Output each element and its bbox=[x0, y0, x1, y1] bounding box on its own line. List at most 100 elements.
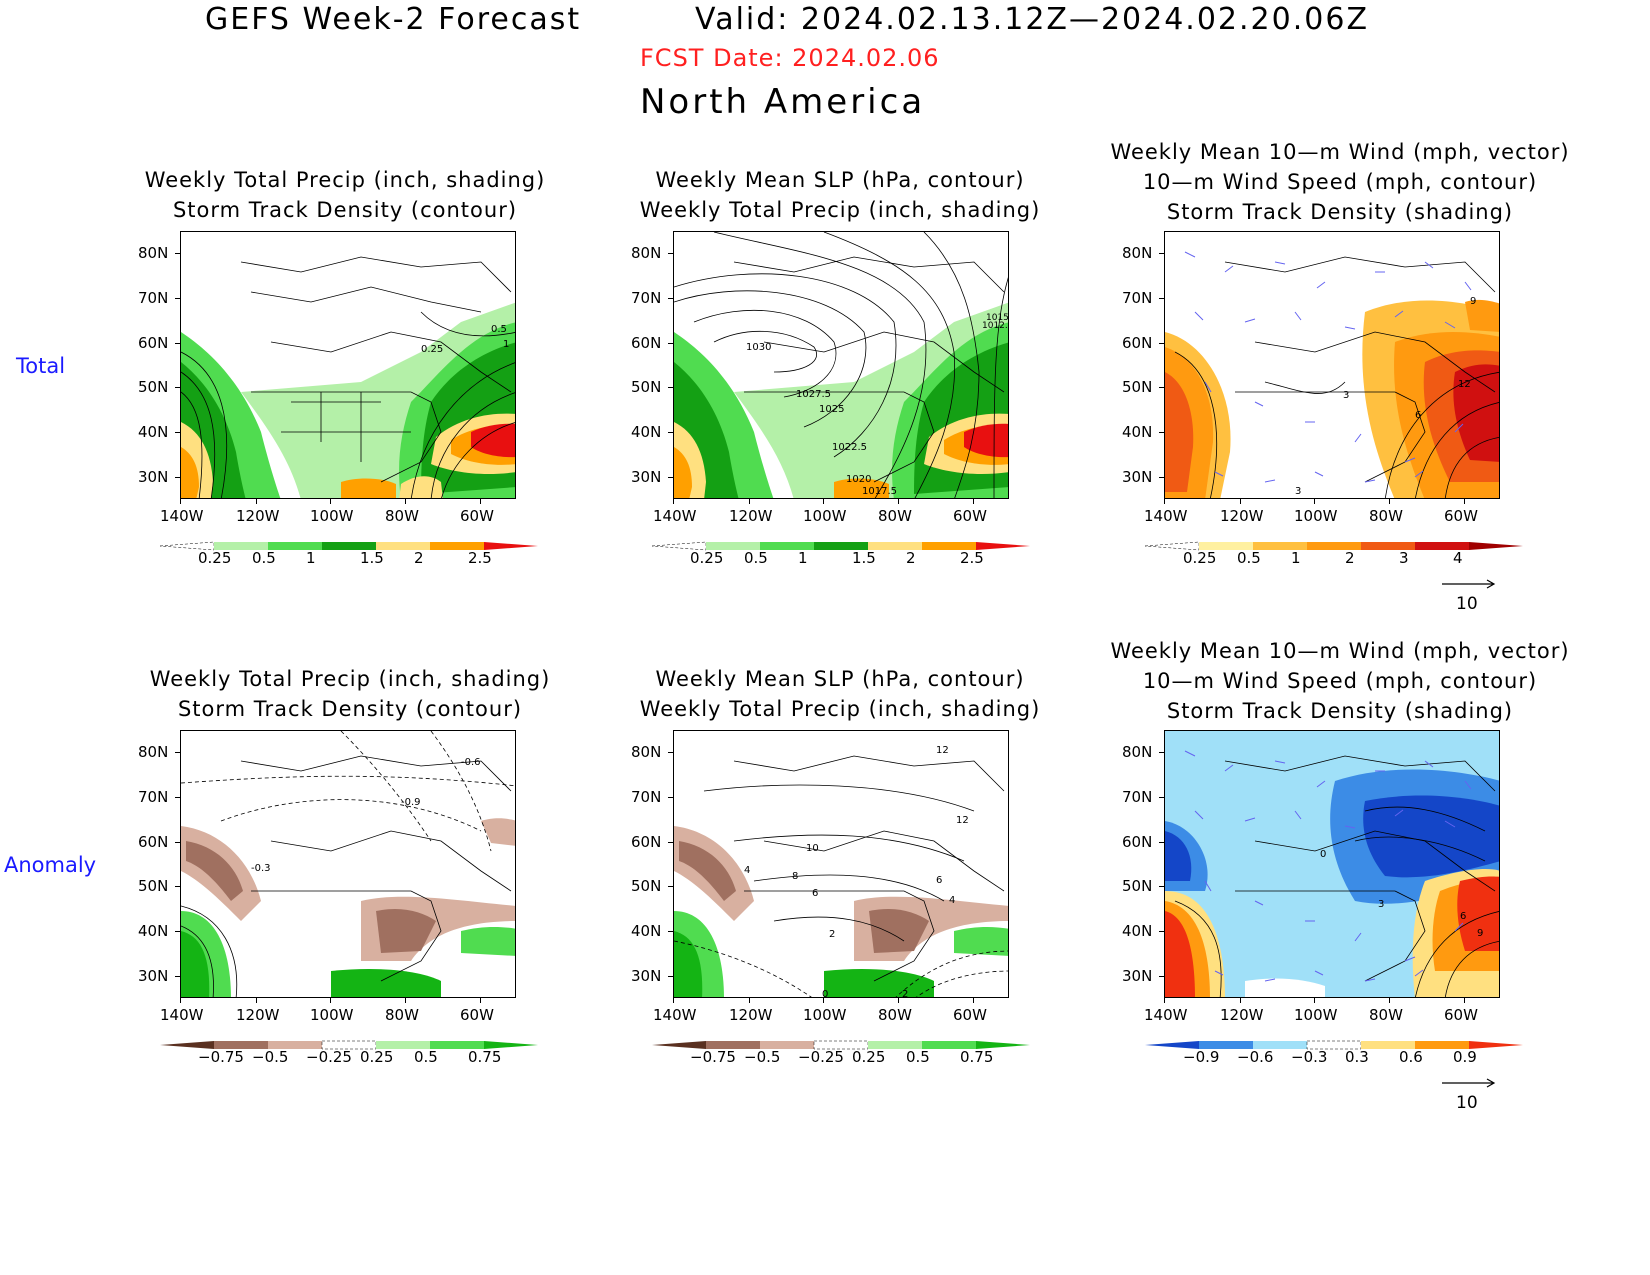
map-panel-1: 0.5 1 0.25 bbox=[180, 231, 516, 499]
colorbar-tick-label: 0.25 bbox=[690, 549, 724, 567]
colorbar-tick-label: 0.9 bbox=[1453, 1048, 1477, 1066]
p1-contour-label-2: 0.25 bbox=[421, 344, 443, 355]
vector-reference-2: 10 bbox=[1442, 1073, 1496, 1113]
lon-label: 140W bbox=[1144, 1006, 1188, 1024]
lon-label: 60W bbox=[1444, 507, 1478, 525]
map-panel-6: 0 3 6 9 bbox=[1164, 730, 1500, 998]
colorbar-segment bbox=[760, 542, 814, 550]
colorbar-storm-anom bbox=[1145, 1040, 1523, 1050]
p5-contour-label-3: 8 bbox=[792, 871, 798, 882]
colorbar-segment bbox=[1415, 1041, 1469, 1049]
colorbar-tick-label: 3 bbox=[1399, 549, 1409, 567]
lon-label: 100W bbox=[1294, 1006, 1338, 1024]
lat-tick bbox=[668, 387, 673, 388]
colorbar-tick-label: 0.5 bbox=[252, 549, 276, 567]
colorbar-ticks-3: 0.25 0.5 1 2 3 4 bbox=[1145, 549, 1525, 569]
map-panel-5: 12 12 10 8 6 4 2 6 4 0 2 bbox=[673, 730, 1009, 998]
panel-1-title-line-1: Weekly Total Precip (inch, shading) bbox=[144, 168, 546, 192]
colorbar-segment bbox=[706, 1041, 760, 1049]
colorbar-segment bbox=[268, 1041, 322, 1049]
row-label-anomaly: Anomaly bbox=[4, 853, 97, 877]
lon-tick bbox=[1240, 499, 1241, 504]
lon-label: 140W bbox=[653, 507, 697, 525]
map-panel-2: 1030 1027.5 1025 1022.5 1020 1017.5 1015… bbox=[673, 231, 1009, 499]
lon-tick bbox=[256, 499, 257, 504]
map-panel-6-graphic: 0 3 6 9 bbox=[1165, 731, 1499, 997]
colorbar-tick-label: 0.75 bbox=[468, 1048, 502, 1066]
map-panel-5-graphic: 12 12 10 8 6 4 2 6 4 0 2 bbox=[674, 745, 1008, 998]
p4-contour-label-0: -0.6 bbox=[461, 757, 481, 768]
lon-label: 60W bbox=[1444, 1006, 1478, 1024]
lon-tick bbox=[673, 998, 674, 1003]
panel-5-title-line-2: Weekly Total Precip (inch, shading) bbox=[639, 697, 1041, 721]
lat-tick bbox=[175, 387, 180, 388]
panel-5-title: Weekly Mean SLP (hPa, contour) Weekly To… bbox=[620, 664, 1060, 724]
lat-tick bbox=[175, 931, 180, 932]
p2-contour-label-0: 1030 bbox=[746, 342, 771, 353]
p4-contour-label-1: -0.9 bbox=[401, 797, 421, 808]
panel-3-title-line-3: Storm Track Density (shading) bbox=[1166, 200, 1514, 224]
panel-4-title-line-2: Storm Track Density (contour) bbox=[177, 697, 523, 721]
colorbar-segment bbox=[976, 542, 1030, 550]
colorbar-tick-label: 2 bbox=[1345, 549, 1355, 567]
lon-tick bbox=[1164, 499, 1165, 504]
colorbar-tick-label: −0.9 bbox=[1183, 1048, 1220, 1066]
p5-contour-label-9: 0 bbox=[822, 989, 828, 998]
lat-label: 80N bbox=[1122, 244, 1153, 262]
colorbar-tick-label: 1.5 bbox=[360, 549, 384, 567]
lat-label: 60N bbox=[138, 833, 169, 851]
lon-tick bbox=[405, 499, 406, 504]
lon-label: 120W bbox=[236, 507, 280, 525]
panel-1-title: Weekly Total Precip (inch, shading) Stor… bbox=[120, 165, 570, 225]
p6-contour-label-0: 0 bbox=[1320, 849, 1326, 860]
lon-label: 120W bbox=[729, 1006, 773, 1024]
lon-tick bbox=[1314, 998, 1315, 1003]
p3-contour-label-1: 6 bbox=[1415, 410, 1421, 421]
lat-label: 70N bbox=[1122, 289, 1153, 307]
lon-tick bbox=[180, 998, 181, 1003]
lat-tick bbox=[1159, 842, 1164, 843]
lat-tick bbox=[175, 343, 180, 344]
colorbar-tick-label: −0.75 bbox=[690, 1048, 736, 1066]
p2-contour-label-5: 1017.5 bbox=[862, 486, 897, 497]
p2-contour-label-6: 1015 bbox=[986, 313, 1009, 323]
vector-reference-label-2: 10 bbox=[1456, 1093, 1478, 1113]
colorbar-tick-label: 0.5 bbox=[414, 1048, 438, 1066]
lon-tick bbox=[180, 499, 181, 504]
lat-label: 50N bbox=[631, 378, 662, 396]
colorbar-segment bbox=[868, 1041, 922, 1049]
lon-label: 140W bbox=[653, 1006, 697, 1024]
map-panel-3-graphic: 3 6 12 3 9 bbox=[1165, 251, 1499, 498]
lon-tick bbox=[673, 499, 674, 504]
lon-tick bbox=[330, 499, 331, 504]
p5-contour-label-0: 12 bbox=[936, 745, 949, 756]
lon-tick bbox=[973, 499, 974, 504]
lat-tick bbox=[1159, 298, 1164, 299]
lon-tick bbox=[898, 998, 899, 1003]
lat-label: 80N bbox=[631, 743, 662, 761]
map-panel-2-graphic: 1030 1027.5 1025 1022.5 1020 1017.5 1015… bbox=[674, 232, 1009, 498]
colorbar-tick-label: 0.5 bbox=[906, 1048, 930, 1066]
lon-label: 120W bbox=[1220, 507, 1264, 525]
panel-3-title: Weekly Mean 10—m Wind (mph, vector) 10—m… bbox=[1100, 137, 1580, 227]
lat-tick bbox=[668, 432, 673, 433]
colorbar-segment bbox=[1307, 542, 1361, 550]
lat-tick bbox=[1159, 886, 1164, 887]
p5-contour-label-10: 2 bbox=[902, 989, 908, 998]
lon-tick bbox=[405, 998, 406, 1003]
lat-tick bbox=[1159, 343, 1164, 344]
p6-contour-label-2: 6 bbox=[1460, 911, 1466, 922]
p5-contour-label-5: 4 bbox=[744, 865, 750, 876]
lon-label: 100W bbox=[310, 507, 354, 525]
lon-tick bbox=[823, 499, 824, 504]
p2-contour-label-4: 1020 bbox=[846, 474, 871, 485]
lon-label: 120W bbox=[729, 507, 773, 525]
p2-contour-label-1: 1027.5 bbox=[796, 389, 831, 400]
lat-tick bbox=[175, 253, 180, 254]
colorbar-segment bbox=[268, 542, 322, 550]
panel-4-title-line-1: Weekly Total Precip (inch, shading) bbox=[149, 667, 551, 691]
lat-label: 30N bbox=[1122, 967, 1153, 985]
lon-label: 120W bbox=[236, 1006, 280, 1024]
vector-reference-1: 10 bbox=[1442, 574, 1496, 614]
region-title: North America bbox=[640, 82, 926, 122]
